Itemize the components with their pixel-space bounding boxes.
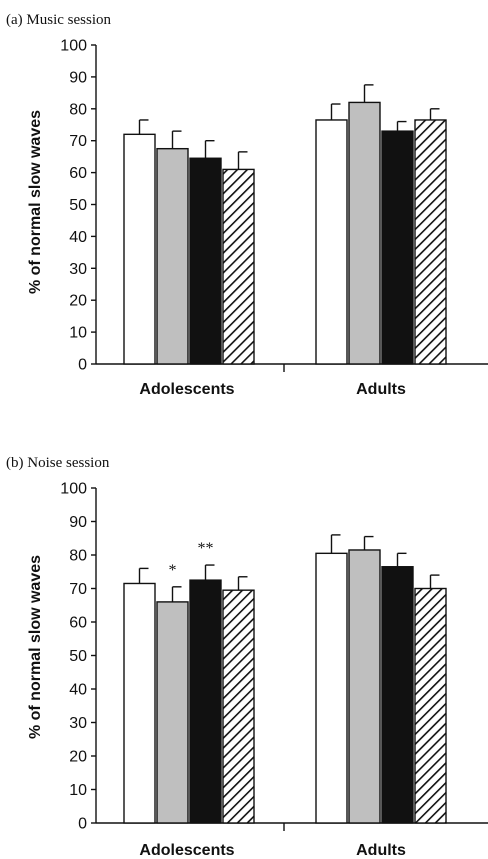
panel-b-y-axis-label: % of normal slow waves [27,555,44,739]
panel-a-category-labels: Adolescents Adults [139,381,406,398]
bar [156,601,189,824]
bar [414,119,447,365]
panel-a-category-label: Adults [356,381,406,398]
y-tick-label: 10 [69,325,87,342]
panel-b-title: (b) Noise session [6,455,110,471]
y-tick-label: 10 [69,782,87,799]
y-tick-label: 40 [69,229,87,246]
panel-b-bars [123,534,447,824]
bar [348,549,381,824]
panel-a-bars [123,84,447,365]
panel-b-category-labels: Adolescents Adults [139,842,406,859]
y-tick-label: 80 [69,548,87,565]
y-tick-label: 100 [60,481,87,498]
y-tick-label: 80 [69,101,87,118]
panel-b-category-label: Adults [356,842,406,859]
y-tick-label: 20 [69,293,87,310]
panel-a-y-ticks: 0 10 20 30 40 50 60 70 80 90 100 [60,38,96,374]
panel-a: (a) Music session % of normal slow waves… [6,12,488,398]
y-tick-label: 0 [78,816,87,833]
bar [381,566,414,824]
y-tick-label: 40 [69,682,87,699]
y-tick-label: 60 [69,615,87,632]
y-tick-label: 50 [69,197,87,214]
bar [315,552,348,824]
y-tick-label: 60 [69,165,87,182]
y-tick-label: 70 [69,133,87,150]
bar [123,133,156,365]
y-tick-label: 30 [69,261,87,278]
bar [381,130,414,365]
bar [222,589,255,824]
panel-b-y-ticks: 0 10 20 30 40 50 60 70 80 90 100 [60,481,96,833]
significance-marker: * [169,562,177,579]
bar [156,147,189,365]
y-tick-label: 0 [78,357,87,374]
panel-b-category-label: Adolescents [139,842,234,859]
bar [189,579,222,824]
bar [222,168,255,365]
panel-a-title: (a) Music session [6,12,111,28]
panel-b: (b) Noise session % of normal slow waves… [6,455,488,859]
significance-marker: ** [198,540,214,557]
bar [348,101,381,365]
panel-a-category-label: Adolescents [139,381,234,398]
y-tick-label: 50 [69,648,87,665]
panel-a-y-axis-label: % of normal slow waves [27,110,44,294]
bar [414,587,447,824]
y-tick-label: 20 [69,749,87,766]
bar [189,157,222,365]
y-tick-label: 100 [60,38,87,55]
panel-b-annotations: *** [169,540,214,579]
bar [315,119,348,365]
bar [123,582,156,824]
y-tick-label: 30 [69,715,87,732]
y-tick-label: 90 [69,514,87,531]
y-tick-label: 90 [69,69,87,86]
y-tick-label: 70 [69,581,87,598]
